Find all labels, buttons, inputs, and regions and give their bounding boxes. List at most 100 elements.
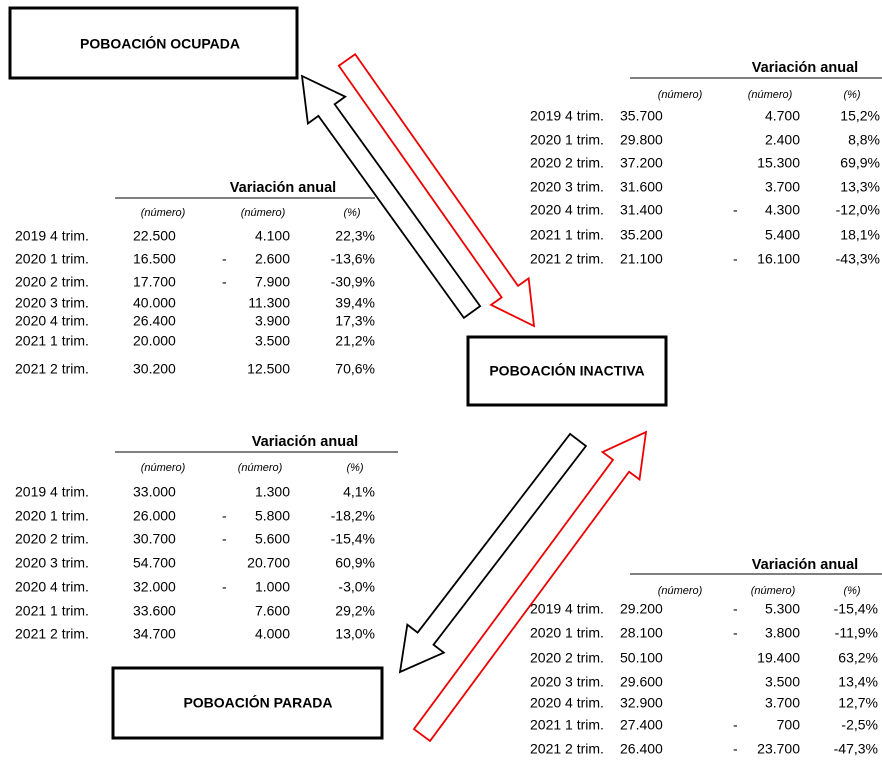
change: 23.700 <box>757 741 800 757</box>
sign: - <box>222 531 227 547</box>
period: 2021 1 trim. <box>530 717 604 733</box>
box-label: POBOACIÓN INACTIVA <box>489 362 644 379</box>
change: 5.800 <box>255 508 290 524</box>
percent: 21,2% <box>335 333 375 349</box>
value: 32.900 <box>620 695 663 711</box>
period: 2020 2 trim. <box>15 274 89 290</box>
column-label: (número) <box>658 89 703 101</box>
percent: -43,3% <box>836 251 880 267</box>
percent: 39,4% <box>335 295 375 311</box>
sign: - <box>733 202 738 218</box>
value: 21.100 <box>620 251 663 267</box>
change: 5.300 <box>765 601 800 617</box>
percent: 13,3% <box>840 179 880 195</box>
arrow <box>337 52 536 328</box>
change: 19.400 <box>757 650 800 666</box>
arrow <box>300 74 482 320</box>
column-label: (número) <box>751 585 796 597</box>
change: 3.700 <box>765 179 800 195</box>
sign: - <box>222 274 227 290</box>
period: 2019 4 trim. <box>15 484 89 500</box>
sign: - <box>222 579 227 595</box>
period: 2020 4 trim. <box>15 579 89 595</box>
percent: -2,5% <box>841 717 878 733</box>
percent: 29,2% <box>335 603 375 619</box>
value: 50.100 <box>620 650 663 666</box>
period: 2021 1 trim. <box>530 227 604 243</box>
period: 2020 4 trim. <box>530 695 604 711</box>
percent: 8,8% <box>848 132 880 148</box>
box-label: POBOACIÓN PARADA <box>183 694 332 711</box>
percent: -18,2% <box>331 508 375 524</box>
value: 35.200 <box>620 227 663 243</box>
period: 2020 4 trim. <box>15 313 89 329</box>
percent: 4,1% <box>343 484 375 500</box>
change: 2.600 <box>255 251 290 267</box>
sign: - <box>222 251 227 267</box>
change: 5.600 <box>255 531 290 547</box>
change: 11.300 <box>248 295 290 311</box>
percent: -15,4% <box>834 601 878 617</box>
period: 2020 3 trim. <box>15 555 89 571</box>
value: 29.800 <box>620 132 663 148</box>
value: 54.700 <box>133 555 176 571</box>
arrow <box>398 432 588 674</box>
period: 2021 2 trim. <box>15 361 89 377</box>
value: 26.400 <box>620 741 663 757</box>
column-label: (%) <box>346 462 363 474</box>
value: 35.700 <box>620 108 663 124</box>
percent: 22,3% <box>335 228 375 244</box>
column-label: (%) <box>843 89 860 101</box>
value: 30.700 <box>133 531 176 547</box>
change: 3.500 <box>255 333 290 349</box>
period: 2020 3 trim. <box>530 179 604 195</box>
period: 2020 1 trim. <box>15 508 89 524</box>
period: 2019 4 trim. <box>15 228 89 244</box>
period: 2020 1 trim. <box>15 251 89 267</box>
change: 3.900 <box>255 313 290 329</box>
value: 29.200 <box>620 601 663 617</box>
period: 2020 4 trim. <box>530 202 604 218</box>
value: 31.400 <box>620 202 663 218</box>
percent: 13,4% <box>838 674 878 690</box>
percent: -13,6% <box>331 251 375 267</box>
change: 15.300 <box>757 155 800 171</box>
change: 4.000 <box>255 626 290 642</box>
value: 27.400 <box>620 717 663 733</box>
column-label: (número) <box>238 462 283 474</box>
change: 7.900 <box>255 274 290 290</box>
period: 2021 2 trim. <box>530 741 604 757</box>
column-label: (número) <box>658 585 703 597</box>
sign: - <box>733 625 738 641</box>
percent: 70,6% <box>335 361 375 377</box>
change: 20.700 <box>247 555 290 571</box>
change: 5.400 <box>765 227 800 243</box>
period: 2020 1 trim. <box>530 132 604 148</box>
change: 16.100 <box>757 251 800 267</box>
sign: - <box>733 251 738 267</box>
box <box>466 335 668 407</box>
value: 20.000 <box>133 333 176 349</box>
change: 1.000 <box>255 579 290 595</box>
sign: - <box>733 741 738 757</box>
value: 32.000 <box>133 579 176 595</box>
arrow <box>412 430 648 743</box>
percent: -3,0% <box>338 579 375 595</box>
value: 40.000 <box>133 295 176 311</box>
table-header: Variación anual <box>752 557 858 573</box>
value: 30.200 <box>133 361 176 377</box>
column-label: (número) <box>241 207 286 219</box>
percent: 12,7% <box>838 695 878 711</box>
percent: 13,0% <box>335 626 375 642</box>
column-label: (número) <box>141 462 186 474</box>
sign: - <box>222 508 227 524</box>
percent: -15,4% <box>331 531 375 547</box>
change: 700 <box>777 717 801 733</box>
percent: 15,2% <box>840 108 880 124</box>
value: 29.600 <box>620 674 663 690</box>
table-header: Variación anual <box>230 180 336 196</box>
change: 4.100 <box>255 228 290 244</box>
period: 2020 3 trim. <box>15 295 89 311</box>
sign: - <box>733 717 738 733</box>
